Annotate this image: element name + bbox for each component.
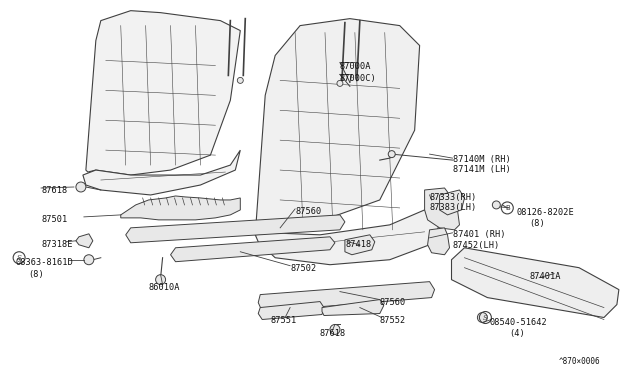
Text: 87141M (LH): 87141M (LH) [452,165,510,174]
Text: 87401A: 87401A [529,272,561,281]
Polygon shape [258,282,435,311]
Text: (8): (8) [28,270,44,279]
Polygon shape [125,215,345,243]
Circle shape [337,80,343,86]
Text: 87501: 87501 [41,215,67,224]
Polygon shape [86,11,240,175]
Text: 87418: 87418 [346,240,372,249]
Circle shape [388,151,396,158]
Circle shape [76,182,86,192]
Text: 87618: 87618 [41,186,67,195]
Text: ^870×0006: ^870×0006 [559,357,601,366]
Circle shape [237,77,243,83]
Polygon shape [345,235,375,255]
Polygon shape [451,248,619,318]
Text: 87000A: 87000A [340,62,371,71]
Circle shape [84,255,94,265]
Text: S: S [17,254,22,262]
Polygon shape [322,299,384,315]
Text: 87401 (RH): 87401 (RH) [452,230,505,239]
Text: 87618: 87618 [320,330,346,339]
Circle shape [492,201,500,209]
Circle shape [330,324,340,334]
Text: 87333(RH): 87333(RH) [429,193,477,202]
Text: 87551: 87551 [270,315,296,324]
Text: 87502: 87502 [290,264,316,273]
Circle shape [156,275,166,285]
Text: 08126-8202E: 08126-8202E [516,208,574,217]
Polygon shape [171,237,335,262]
Polygon shape [424,188,460,230]
Text: 87000C): 87000C) [340,74,377,83]
Text: 87383(LH): 87383(LH) [429,203,477,212]
Polygon shape [428,228,449,255]
Circle shape [477,312,488,323]
Text: 86010A: 86010A [148,283,180,292]
Polygon shape [83,150,240,195]
Polygon shape [440,190,465,215]
Text: 87560: 87560 [295,207,321,216]
Text: 87552: 87552 [380,315,406,324]
Text: (4): (4) [509,330,525,339]
Text: 87560: 87560 [380,298,406,307]
Polygon shape [76,234,93,248]
Text: 08363-8161D: 08363-8161D [15,258,73,267]
Text: 08540-51642: 08540-51642 [490,318,547,327]
Text: B: B [505,205,509,211]
Text: 87452(LH): 87452(LH) [452,241,500,250]
Text: S: S [483,314,488,321]
Polygon shape [258,302,324,320]
Text: 87140M (RH): 87140M (RH) [452,155,510,164]
Polygon shape [255,19,420,238]
Polygon shape [121,196,240,220]
Text: (8): (8) [529,219,545,228]
Polygon shape [255,210,440,265]
Text: 87318E: 87318E [41,240,72,249]
